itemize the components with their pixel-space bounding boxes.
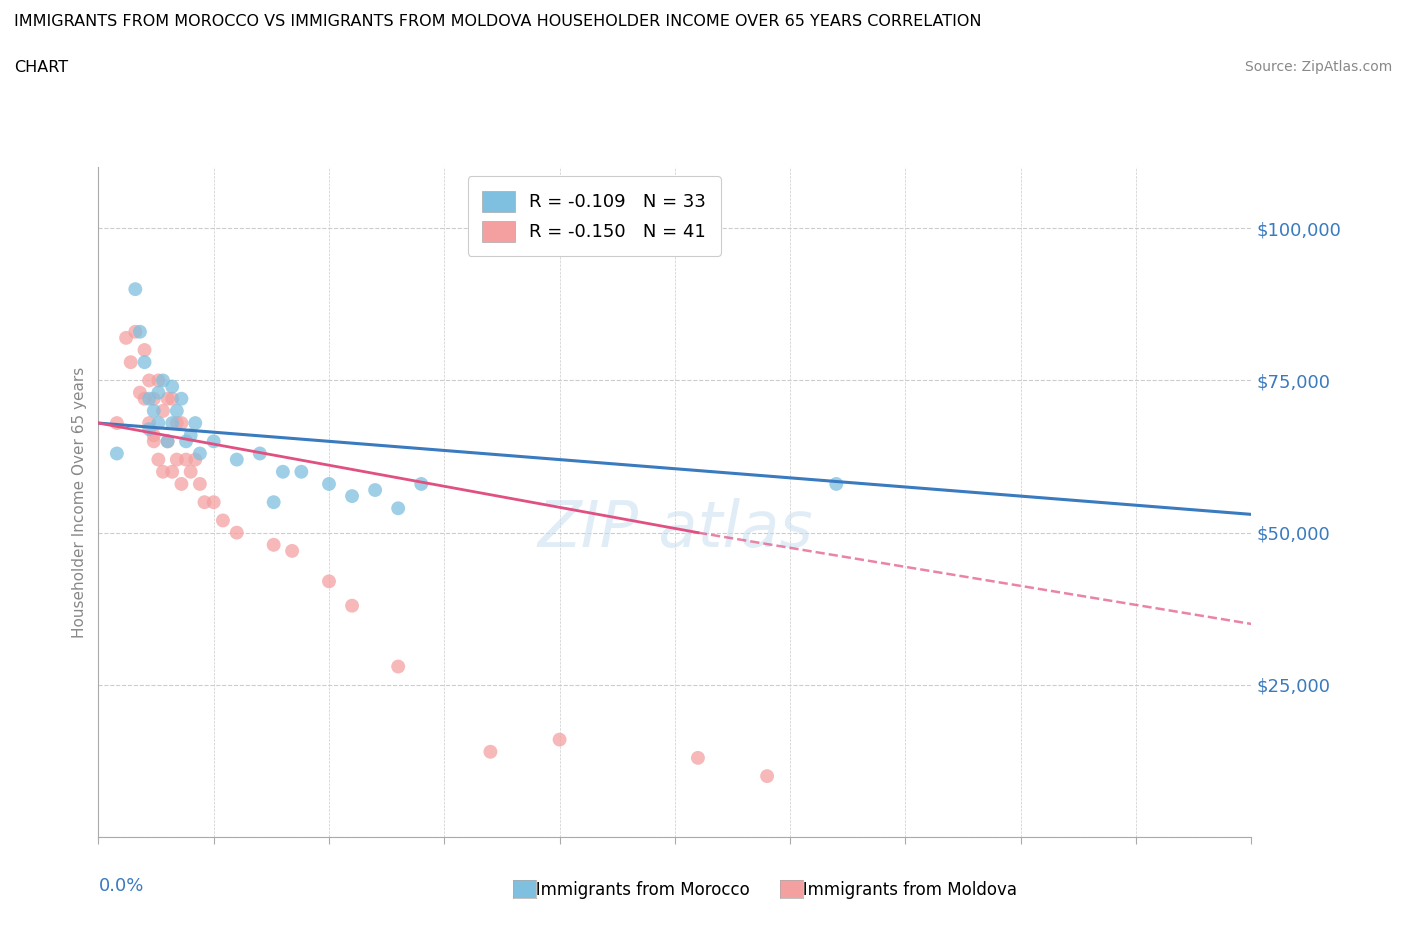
Point <box>364 483 387 498</box>
Point <box>124 325 146 339</box>
Point <box>180 464 202 479</box>
Point <box>142 392 165 406</box>
Point <box>148 385 170 400</box>
Point <box>129 325 152 339</box>
Point <box>129 385 152 400</box>
Text: 0.0%: 0.0% <box>98 877 143 896</box>
Text: Source: ZipAtlas.com: Source: ZipAtlas.com <box>1244 60 1392 74</box>
Point <box>152 373 174 388</box>
Text: CHART: CHART <box>14 60 67 75</box>
Point <box>156 434 179 449</box>
Point <box>202 434 225 449</box>
Point <box>134 342 156 357</box>
Point <box>188 446 211 461</box>
Point <box>271 464 294 479</box>
Point <box>184 416 207 431</box>
Point <box>138 373 160 388</box>
Point <box>166 404 188 418</box>
Point <box>134 354 156 369</box>
Point <box>756 769 779 784</box>
Point <box>105 416 128 431</box>
Point <box>686 751 709 765</box>
Point <box>174 452 197 467</box>
Point <box>138 416 160 431</box>
Point <box>148 373 170 388</box>
Point <box>142 434 165 449</box>
Point <box>825 476 848 491</box>
Text: IMMIGRANTS FROM MOROCCO VS IMMIGRANTS FROM MOLDOVA HOUSEHOLDER INCOME OVER 65 YE: IMMIGRANTS FROM MOROCCO VS IMMIGRANTS FR… <box>14 14 981 29</box>
Point <box>160 464 183 479</box>
Point <box>138 421 160 436</box>
Point <box>225 452 247 467</box>
Text: Immigrants from Morocco: Immigrants from Morocco <box>520 881 749 899</box>
Point <box>281 543 304 558</box>
Point <box>160 379 183 394</box>
Text: Immigrants from Moldova: Immigrants from Moldova <box>787 881 1018 899</box>
Point <box>152 464 174 479</box>
Legend: R = -0.109   N = 33, R = -0.150   N = 41: R = -0.109 N = 33, R = -0.150 N = 41 <box>468 177 720 256</box>
Point <box>290 464 312 479</box>
Point <box>340 598 363 613</box>
Point <box>318 574 340 589</box>
Point <box>249 446 271 461</box>
Point <box>142 404 165 418</box>
Point <box>115 330 138 345</box>
Point <box>166 452 188 467</box>
Point <box>202 495 225 510</box>
Point <box>170 392 193 406</box>
Point <box>225 525 247 540</box>
Point <box>263 495 285 510</box>
Point <box>134 392 156 406</box>
Point <box>184 452 207 467</box>
Point <box>120 354 142 369</box>
Point <box>124 282 146 297</box>
Point <box>479 744 502 759</box>
Point <box>160 392 183 406</box>
Point <box>548 732 571 747</box>
Point <box>188 476 211 491</box>
Point <box>180 428 202 443</box>
Point <box>148 416 170 431</box>
Point <box>156 434 179 449</box>
Text: ZIP atlas: ZIP atlas <box>537 498 813 560</box>
Point <box>411 476 433 491</box>
Point <box>387 501 409 516</box>
Point <box>170 476 193 491</box>
Point <box>318 476 340 491</box>
Point <box>263 538 285 552</box>
Point <box>170 416 193 431</box>
Point <box>387 659 409 674</box>
Point <box>152 404 174 418</box>
Point <box>142 428 165 443</box>
Point <box>148 452 170 467</box>
Point <box>174 434 197 449</box>
Point <box>156 392 179 406</box>
Point <box>105 446 128 461</box>
Point <box>193 495 215 510</box>
Point <box>138 392 160 406</box>
Y-axis label: Householder Income Over 65 years: Householder Income Over 65 years <box>72 366 87 638</box>
Point <box>160 416 183 431</box>
Point <box>166 416 188 431</box>
Point <box>212 513 235 528</box>
Point <box>340 488 363 503</box>
